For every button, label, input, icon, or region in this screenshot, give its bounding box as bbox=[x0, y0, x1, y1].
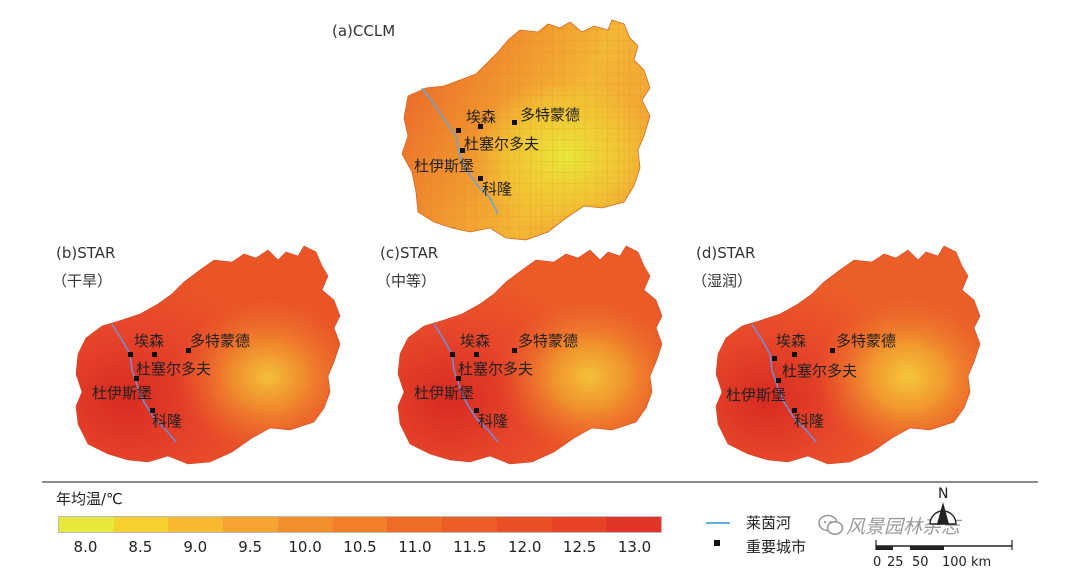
panel-b-sub: （干旱） bbox=[52, 272, 113, 290]
scale-bar: N 0 25 50 100 km bbox=[873, 486, 1013, 570]
color-scale-swatch bbox=[277, 517, 333, 532]
color-scale-tick: 11.5 bbox=[453, 538, 487, 556]
rhine-river bbox=[751, 323, 817, 443]
panel-c-label: (c)STAR bbox=[380, 244, 439, 262]
wechat-icon bbox=[818, 514, 844, 535]
city-dortmund: 多特蒙德 bbox=[518, 332, 578, 350]
color-scale-swatch bbox=[113, 517, 169, 532]
color-scale-bar bbox=[58, 516, 662, 533]
city-marker bbox=[128, 352, 133, 357]
color-scale-swatch bbox=[496, 517, 552, 532]
city-marker bbox=[152, 352, 157, 357]
city-marker bbox=[792, 408, 797, 413]
legend-title: 年均温/℃ bbox=[56, 490, 123, 508]
color-scale-swatch bbox=[606, 517, 662, 532]
city-marker bbox=[512, 348, 517, 353]
color-scale-swatch bbox=[332, 517, 388, 532]
color-scale-tick: 10.0 bbox=[288, 538, 322, 556]
scale-tick-50: 50 bbox=[912, 555, 929, 570]
city-marker bbox=[150, 408, 155, 413]
city-essen: 埃森 bbox=[776, 332, 806, 350]
city-marker bbox=[776, 378, 781, 383]
city-marker bbox=[460, 148, 465, 153]
city-cologne: 科隆 bbox=[152, 412, 182, 430]
color-scale-tick: 10.5 bbox=[343, 538, 377, 556]
color-scale-swatch bbox=[551, 517, 607, 532]
north-label: N bbox=[938, 486, 948, 502]
rhine-river bbox=[421, 87, 499, 215]
city-legend-label: 重要城市 bbox=[746, 538, 807, 556]
panel-b-label: (b)STAR bbox=[56, 244, 116, 262]
color-scale-swatch bbox=[387, 517, 443, 532]
city-dortmund: 多特蒙德 bbox=[520, 106, 580, 124]
divider-line bbox=[42, 481, 1038, 483]
city-dortmund: 多特蒙德 bbox=[836, 332, 896, 350]
map-star-medium: 埃森 多特蒙德 杜塞尔多夫 杜伊斯堡 科隆 bbox=[397, 245, 663, 465]
scale-tick-25: 25 bbox=[887, 555, 904, 570]
city-duesseldorf: 杜塞尔多夫 bbox=[458, 360, 533, 378]
city-marker bbox=[134, 376, 139, 381]
north-arrow-icon bbox=[929, 502, 957, 525]
rhine-river bbox=[111, 323, 177, 443]
panel-c-sub: （中等） bbox=[376, 272, 437, 290]
city-marker bbox=[456, 376, 461, 381]
color-scale-tick: 8.5 bbox=[128, 538, 153, 556]
city-marker bbox=[478, 124, 483, 129]
city-duisburg: 杜伊斯堡 bbox=[414, 384, 474, 402]
color-scale-tick: 13.0 bbox=[617, 538, 652, 556]
color-scale-tick: 9.5 bbox=[238, 538, 263, 556]
city-marker bbox=[772, 356, 777, 361]
city-marker bbox=[456, 128, 461, 133]
map-star-dry: 埃森 多特蒙德 杜塞尔多夫 杜伊斯堡 科隆 bbox=[75, 245, 341, 465]
city-marker bbox=[792, 352, 797, 357]
color-scale-tick: 12.0 bbox=[508, 538, 542, 556]
scale-tick-100: 100 km bbox=[942, 555, 991, 570]
city-marker bbox=[830, 348, 835, 353]
city-legend-marker bbox=[714, 540, 720, 546]
color-scale-tick: 11.0 bbox=[398, 538, 432, 556]
map-star-wet: 埃森 多特蒙德 杜塞尔多夫 杜伊斯堡 科隆 bbox=[715, 245, 981, 465]
color-scale-tick: 9.0 bbox=[183, 538, 208, 556]
city-marker bbox=[186, 348, 191, 353]
panel-d-label: (d)STAR bbox=[696, 244, 756, 262]
city-duesseldorf: 杜塞尔多夫 bbox=[782, 362, 857, 380]
panel-a-label: (a)CCLM bbox=[332, 22, 396, 40]
city-cologne: 科隆 bbox=[794, 412, 824, 430]
city-marker bbox=[474, 408, 479, 413]
color-scale-swatch bbox=[59, 517, 114, 532]
color-scale-ticks: 8.0 8.5 9.0 9.5 10.0 10.5 11.0 11.5 12.0 12.5 13.0 bbox=[58, 538, 662, 558]
city-marker bbox=[478, 176, 483, 181]
city-marker bbox=[512, 120, 517, 125]
city-marker bbox=[450, 352, 455, 357]
river-legend-label: 莱茵河 bbox=[746, 514, 792, 532]
rhine-river bbox=[433, 323, 499, 443]
map-cclm: 埃森 多特蒙德 杜塞尔多夫 杜伊斯堡 科隆 bbox=[401, 19, 651, 241]
color-scale-tick: 8.0 bbox=[73, 538, 98, 556]
city-cologne: 科隆 bbox=[482, 180, 512, 198]
city-dortmund: 多特蒙德 bbox=[190, 332, 250, 350]
city-duesseldorf: 杜塞尔多夫 bbox=[136, 360, 211, 378]
city-duesseldorf: 杜塞尔多夫 bbox=[464, 135, 539, 153]
panel-d-sub: （湿润） bbox=[692, 272, 753, 290]
color-scale-swatch bbox=[442, 517, 497, 532]
color-scale-tick: 12.5 bbox=[562, 538, 597, 556]
city-duisburg: 杜伊斯堡 bbox=[92, 384, 152, 402]
city-cologne: 科隆 bbox=[478, 412, 508, 430]
city-duisburg: 杜伊斯堡 bbox=[726, 386, 786, 404]
color-scale-swatch bbox=[168, 517, 224, 532]
city-essen: 埃森 bbox=[134, 332, 164, 350]
color-scale-swatch bbox=[223, 517, 278, 532]
city-essen: 埃森 bbox=[466, 108, 496, 126]
city-marker bbox=[474, 352, 479, 357]
river-legend-line bbox=[706, 522, 730, 524]
city-essen: 埃森 bbox=[460, 332, 490, 350]
city-duisburg: 杜伊斯堡 bbox=[414, 157, 474, 175]
scale-tick-0: 0 bbox=[873, 555, 881, 570]
